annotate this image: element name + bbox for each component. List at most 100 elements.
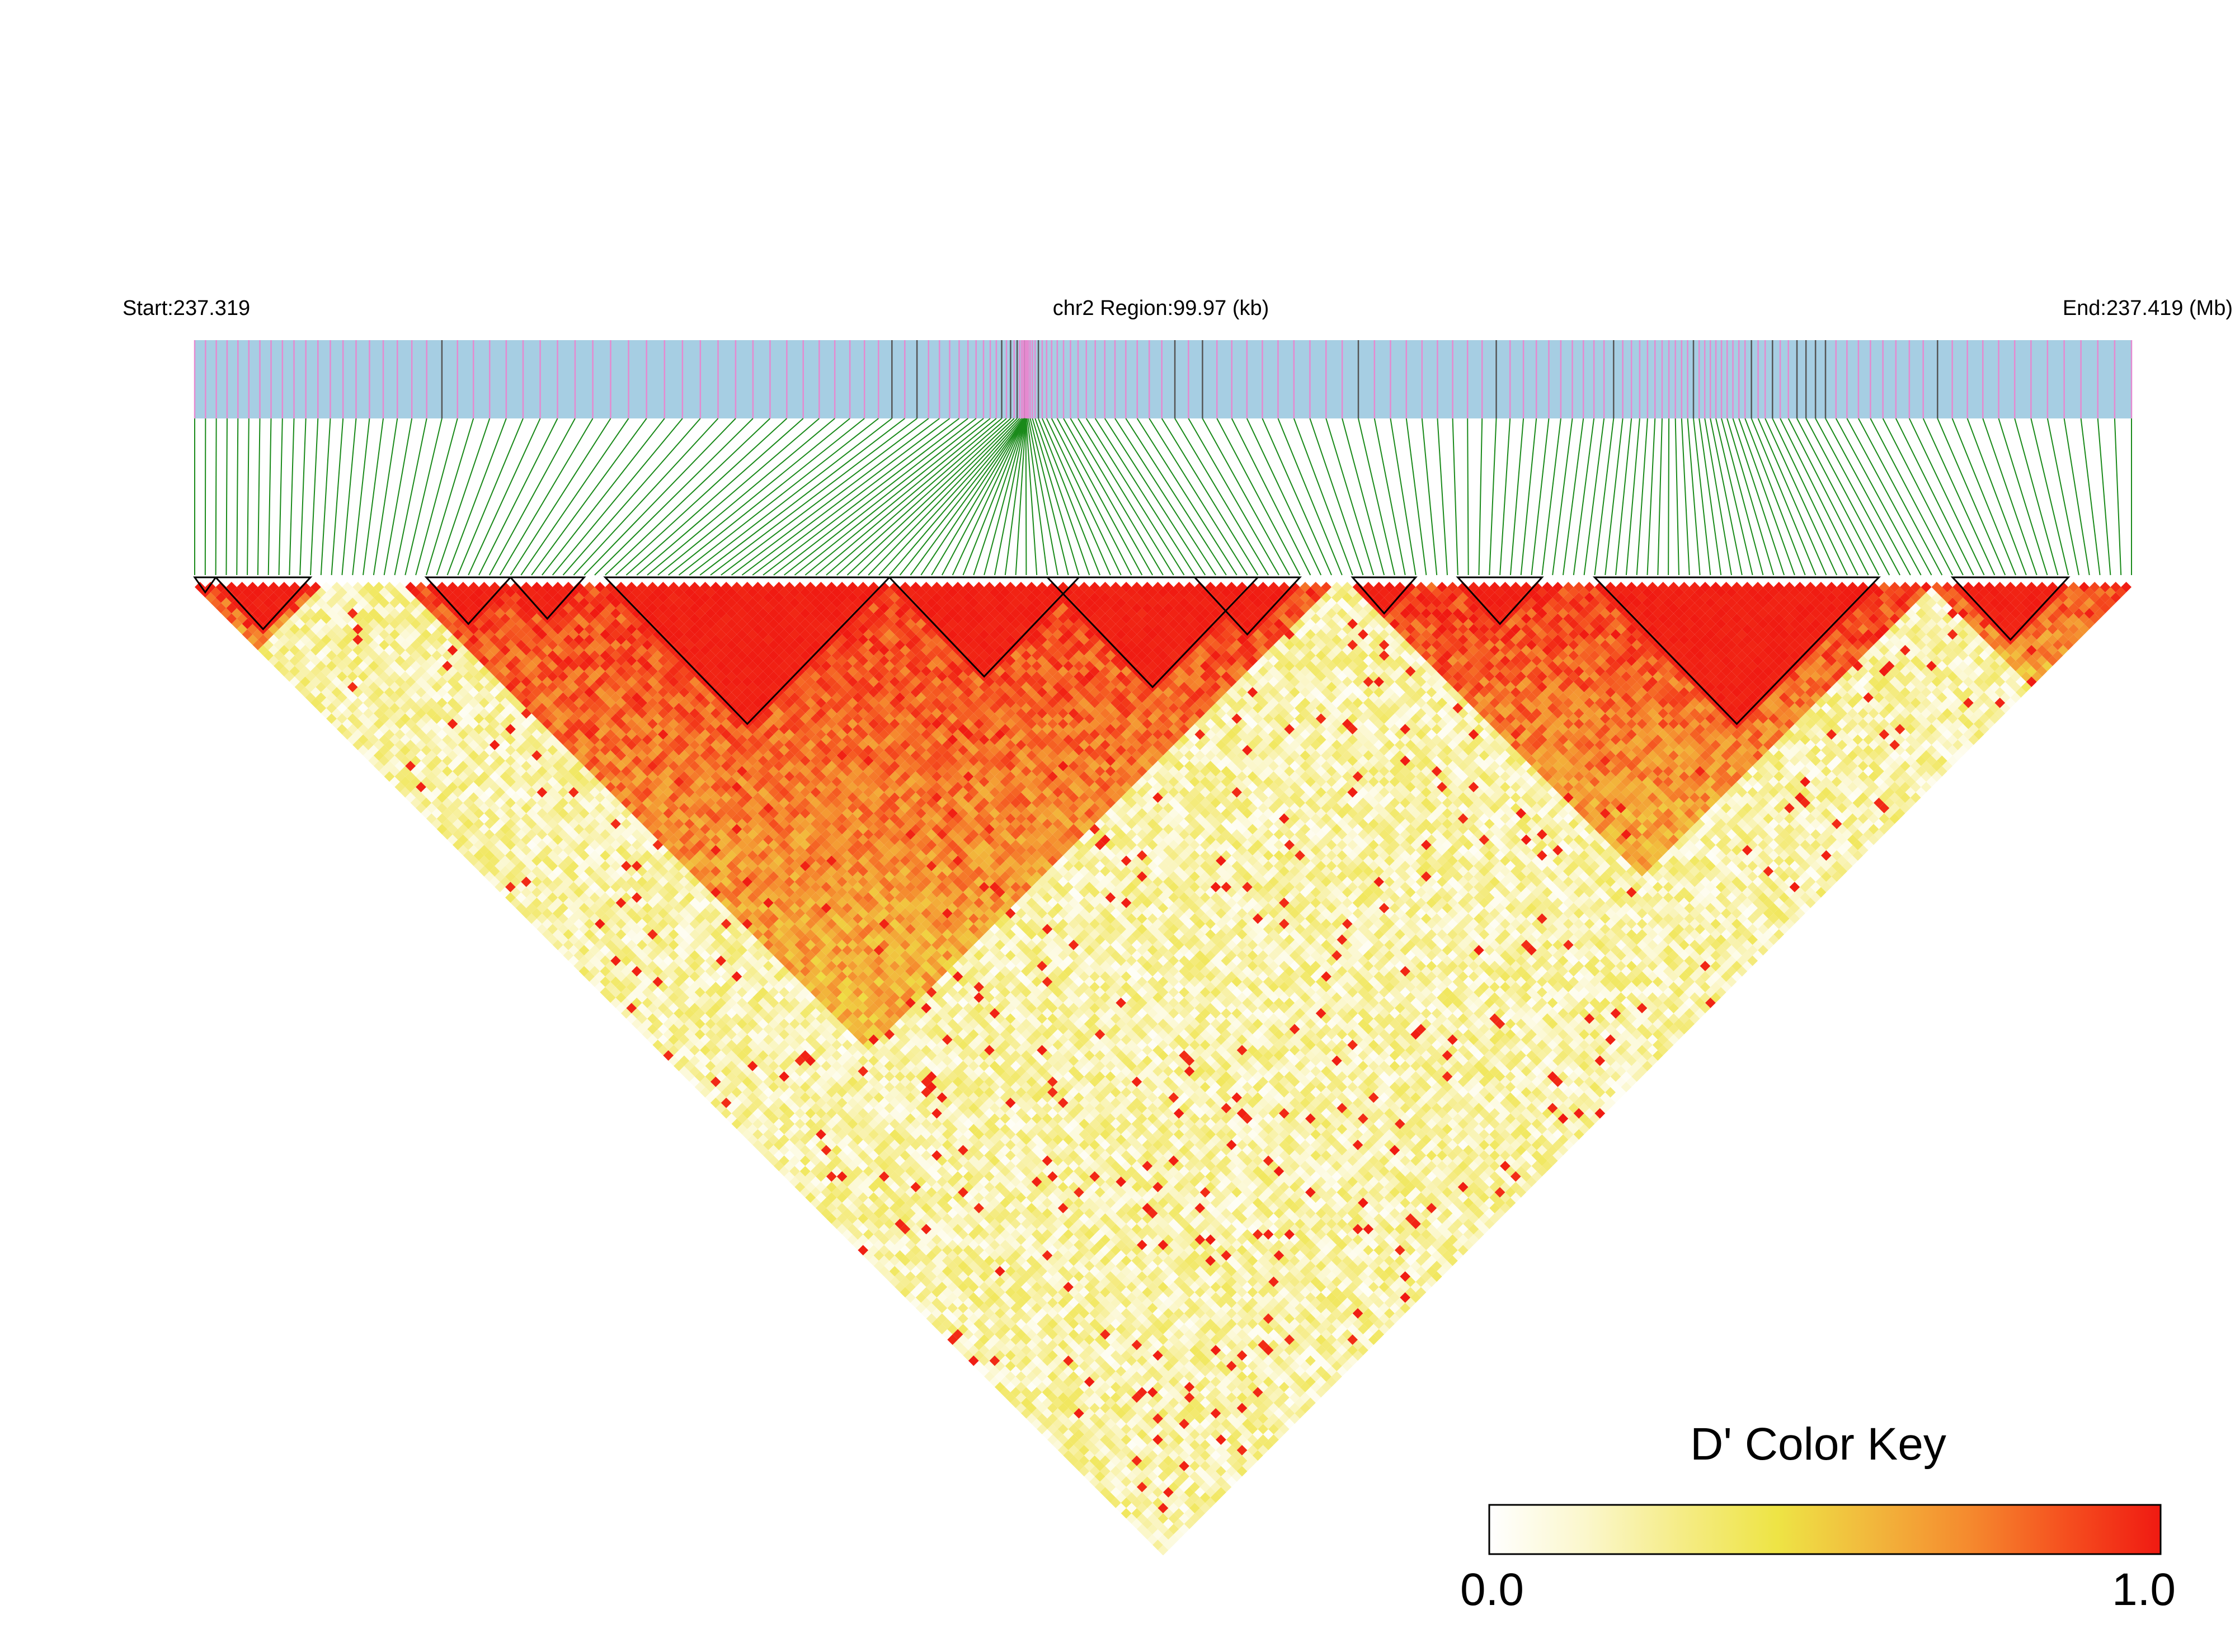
snp-connector-line bbox=[1726, 418, 1775, 576]
ld-cell bbox=[231, 597, 242, 609]
ld-cell bbox=[316, 671, 327, 682]
ld-cell bbox=[736, 1081, 747, 1093]
ld-cell bbox=[842, 1176, 853, 1187]
ld-cell bbox=[237, 582, 248, 592]
ld-cell bbox=[836, 1160, 848, 1171]
ld-cell bbox=[836, 1223, 848, 1235]
ld-cell bbox=[1126, 1503, 1137, 1514]
ld-cell bbox=[394, 729, 406, 740]
ld-cell bbox=[452, 776, 463, 787]
ld-cell bbox=[1010, 1387, 1021, 1398]
snp-connector-line bbox=[1594, 418, 1615, 576]
ld-cell bbox=[1121, 1455, 1132, 1466]
snp-connector-line bbox=[352, 418, 370, 576]
ld-cell bbox=[1020, 1408, 1032, 1419]
ld-cell bbox=[458, 845, 469, 856]
ld-cell bbox=[716, 1103, 727, 1114]
ld-cell bbox=[458, 792, 469, 803]
ld-cell bbox=[221, 587, 232, 598]
ld-cell bbox=[300, 676, 310, 688]
ld-cell bbox=[905, 1282, 916, 1293]
ld-cell bbox=[1173, 1508, 1184, 1519]
ld-cell bbox=[300, 644, 310, 656]
snp-connector-line bbox=[1562, 418, 1584, 576]
ld-cell bbox=[442, 808, 453, 819]
ld-cell bbox=[937, 1324, 948, 1335]
ld-cell bbox=[847, 1203, 858, 1213]
snp-connector-line bbox=[1668, 418, 1670, 576]
ld-cell bbox=[515, 902, 526, 914]
snp-connector-line bbox=[763, 418, 968, 576]
ld-cell bbox=[379, 713, 390, 724]
ld-cell bbox=[984, 1319, 995, 1329]
ld-cell bbox=[416, 782, 426, 793]
ld-cell bbox=[537, 892, 548, 903]
ld-cell bbox=[436, 760, 448, 771]
snp-connector-line bbox=[1780, 418, 1858, 576]
ld-cell bbox=[773, 1097, 784, 1108]
ld-cell bbox=[600, 966, 611, 977]
snp-connector-line bbox=[1028, 418, 1058, 576]
snp-connector-line bbox=[531, 418, 647, 576]
snp-connector-line bbox=[552, 418, 683, 576]
ld-cell bbox=[789, 1176, 800, 1187]
ld-cell bbox=[878, 1213, 890, 1224]
ld-cell bbox=[794, 1182, 806, 1193]
ld-cell bbox=[1037, 1413, 1048, 1424]
ld-cell bbox=[510, 845, 521, 856]
ld-cell bbox=[368, 745, 379, 756]
ld-cell bbox=[500, 823, 511, 835]
ld-cell bbox=[947, 1334, 958, 1345]
ld-cell bbox=[405, 782, 416, 793]
ld-cell bbox=[963, 1308, 974, 1319]
ld-cell bbox=[1005, 1381, 1016, 1392]
ld-cell bbox=[689, 1034, 700, 1045]
ld-cell bbox=[389, 776, 400, 787]
ld-cell bbox=[868, 1213, 879, 1224]
snp-connector-line bbox=[1452, 418, 1458, 576]
ld-cell bbox=[652, 1029, 664, 1040]
snp-connector-line bbox=[1882, 418, 1964, 576]
ld-cell bbox=[668, 1055, 679, 1066]
snp-connector-line bbox=[331, 418, 344, 576]
ld-cell bbox=[1020, 1376, 1032, 1387]
snp-connector-line bbox=[1858, 418, 1943, 576]
ld-cell bbox=[426, 750, 437, 761]
ld-cell bbox=[1020, 1355, 1032, 1366]
snp-connector-line bbox=[247, 418, 250, 576]
ld-cell bbox=[947, 1282, 958, 1293]
ld-cell bbox=[1116, 1492, 1127, 1503]
ld-cell bbox=[1057, 1424, 1069, 1435]
ld-cell bbox=[821, 1208, 832, 1219]
ld-cell bbox=[889, 1223, 900, 1235]
snp-connector-line bbox=[1681, 418, 1690, 576]
ld-cell bbox=[842, 1229, 853, 1240]
ld-cell bbox=[399, 776, 411, 787]
ld-cell bbox=[647, 1024, 658, 1035]
ld-cell bbox=[347, 703, 358, 714]
snp-connector-line bbox=[1744, 418, 1806, 576]
ld-cell bbox=[515, 871, 526, 882]
ld-cell bbox=[679, 1066, 690, 1077]
ld-cell bbox=[442, 776, 453, 787]
ld-cell bbox=[479, 855, 490, 867]
ld-cell bbox=[826, 1182, 837, 1193]
snp-connector-line bbox=[1646, 418, 1656, 576]
snp-connector-line bbox=[215, 418, 217, 576]
ld-cell bbox=[384, 750, 395, 761]
ld-cell bbox=[421, 787, 432, 798]
ld-cell bbox=[321, 687, 332, 698]
ld-cell bbox=[447, 782, 458, 793]
ld-cell bbox=[500, 834, 511, 845]
ld-cell bbox=[736, 1113, 747, 1124]
ld-cell bbox=[368, 724, 379, 735]
snp-connector-line bbox=[1034, 418, 1090, 576]
ld-cell bbox=[605, 981, 616, 992]
ld-cell bbox=[984, 1339, 995, 1350]
ld-cell bbox=[1037, 1381, 1048, 1392]
ld-cell bbox=[479, 803, 490, 813]
ld-cell bbox=[657, 1044, 669, 1056]
ld-cell bbox=[978, 1302, 990, 1314]
ld-cell bbox=[884, 1239, 895, 1250]
